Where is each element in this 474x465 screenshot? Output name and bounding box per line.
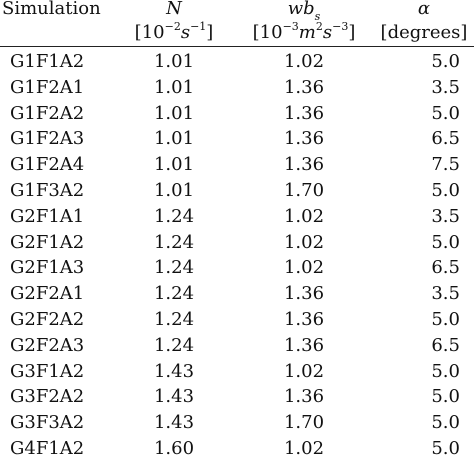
table-row: G3F3A2 1.43 1.70 5.0 xyxy=(0,410,474,436)
cell-n: 1.24 xyxy=(153,308,195,330)
cell-alpha: 6.5 xyxy=(431,128,460,150)
cell-simulation: G2F1A2 xyxy=(10,231,85,253)
cell-n: 1.01 xyxy=(153,179,195,201)
cell-alpha: 5.0 xyxy=(431,360,460,382)
table-row: G4F1A2 1.60 1.02 5.0 xyxy=(0,436,474,462)
cell-alpha: 5.0 xyxy=(431,437,460,459)
cell-simulation: G2F2A3 xyxy=(10,334,85,356)
cell-alpha: 6.5 xyxy=(431,334,460,356)
cell-wb: 1.70 xyxy=(283,179,325,201)
cell-alpha: 5.0 xyxy=(431,308,460,330)
cell-alpha: 3.5 xyxy=(431,205,460,227)
cell-wb: 1.36 xyxy=(283,386,325,408)
cell-wb: 1.02 xyxy=(283,437,325,459)
cell-wb: 1.36 xyxy=(283,308,325,330)
cell-alpha: 5.0 xyxy=(431,102,460,124)
cell-n: 1.24 xyxy=(153,231,195,253)
table-row: G1F2A1 1.01 1.36 3.5 xyxy=(0,75,474,101)
cell-wb: 1.70 xyxy=(283,412,325,434)
cell-simulation: G1F1A2 xyxy=(10,51,85,72)
cell-n: 1.01 xyxy=(153,128,195,150)
table-row: G2F2A2 1.24 1.36 5.0 xyxy=(0,307,474,333)
header-wb-unit: [10−3m2s−3] xyxy=(252,20,356,43)
cell-alpha: 3.5 xyxy=(431,283,460,305)
cell-n: 1.01 xyxy=(153,102,195,124)
table-row: G3F1A2 1.43 1.02 5.0 xyxy=(0,359,474,385)
table-row: G3F2A2 1.43 1.36 5.0 xyxy=(0,384,474,410)
cell-simulation: G1F2A3 xyxy=(10,128,85,150)
cell-n: 1.24 xyxy=(153,257,195,279)
cell-n: 1.43 xyxy=(153,386,195,408)
table-row: G2F1A1 1.24 1.02 3.5 xyxy=(0,204,474,230)
cell-simulation: G2F1A1 xyxy=(10,205,85,227)
header-alpha-symbol: α xyxy=(417,0,431,19)
table-row: G1F1A2 1.01 1.02 5.0 xyxy=(0,49,474,75)
cell-wb: 1.36 xyxy=(283,334,325,356)
table-row: G2F2A3 1.24 1.36 6.5 xyxy=(0,333,474,359)
cell-n: 1.01 xyxy=(153,76,195,98)
cell-wb: 1.36 xyxy=(283,154,325,176)
cell-alpha: 7.5 xyxy=(431,154,460,176)
cell-alpha: 5.0 xyxy=(431,179,460,201)
table-row: G1F3A2 1.01 1.70 5.0 xyxy=(0,178,474,204)
header-alpha-unit: [degrees] xyxy=(380,22,468,43)
cell-simulation: G2F2A1 xyxy=(10,283,85,305)
cell-simulation: G3F3A2 xyxy=(10,412,85,434)
cell-n: 1.01 xyxy=(153,154,195,176)
cell-wb: 1.02 xyxy=(283,205,325,227)
cell-simulation: G3F1A2 xyxy=(10,360,85,382)
table-row: G2F1A2 1.24 1.02 5.0 xyxy=(0,230,474,256)
cell-wb: 1.36 xyxy=(283,102,325,124)
cell-wb: 1.36 xyxy=(283,128,325,150)
header-n-unit: [10−2s−1] xyxy=(134,20,214,43)
cell-n: 1.43 xyxy=(153,412,195,434)
cell-simulation: G4F1A2 xyxy=(10,437,85,459)
cell-wb: 1.02 xyxy=(283,231,325,253)
cell-alpha: 5.0 xyxy=(431,51,460,72)
cell-simulation: G1F3A2 xyxy=(10,179,85,201)
cell-simulation: G2F2A2 xyxy=(10,308,85,330)
cell-n: 1.24 xyxy=(153,283,195,305)
cell-alpha: 6.5 xyxy=(431,257,460,279)
cell-simulation: G1F2A2 xyxy=(10,102,85,124)
cell-simulation: G1F2A4 xyxy=(10,154,85,176)
cell-wb: 1.02 xyxy=(283,360,325,382)
cell-simulation: G3F2A2 xyxy=(10,386,85,408)
cell-wb: 1.36 xyxy=(283,76,325,98)
cell-n: 1.43 xyxy=(153,360,195,382)
table-row: G1F2A3 1.01 1.36 6.5 xyxy=(0,126,474,152)
cell-simulation: G1F2A1 xyxy=(10,76,85,98)
table-body: G1F1A2 1.01 1.02 5.0 G1F2A1 1.01 1.36 3.5 G1F2A2… xyxy=(0,49,474,462)
header-wb-symbol: wbs xyxy=(287,0,321,23)
header-n-symbol: N xyxy=(166,0,182,19)
table-row: G2F1A3 1.24 1.02 6.5 xyxy=(0,255,474,281)
cell-wb: 1.02 xyxy=(283,51,325,72)
cell-n: 1.01 xyxy=(153,51,195,72)
cell-simulation: G2F1A3 xyxy=(10,257,85,279)
table-row: G1F2A4 1.01 1.36 7.5 xyxy=(0,152,474,178)
header-simulation: Simulation xyxy=(2,0,101,19)
cell-alpha: 3.5 xyxy=(431,76,460,98)
cell-n: 1.24 xyxy=(153,205,195,227)
cell-n: 1.24 xyxy=(153,334,195,356)
cell-alpha: 5.0 xyxy=(431,412,460,434)
cell-wb: 1.02 xyxy=(283,257,325,279)
table-row: G2F2A1 1.24 1.36 3.5 xyxy=(0,281,474,307)
cell-alpha: 5.0 xyxy=(431,231,460,253)
table-row: G1F2A2 1.01 1.36 5.0 xyxy=(0,101,474,127)
cell-alpha: 5.0 xyxy=(431,386,460,408)
cell-wb: 1.36 xyxy=(283,283,325,305)
header-rule xyxy=(0,46,474,47)
cell-n: 1.60 xyxy=(153,437,195,459)
table-header: Simulation N [10−2s−1] wbs [10−3m2s−3] α… xyxy=(0,0,474,46)
